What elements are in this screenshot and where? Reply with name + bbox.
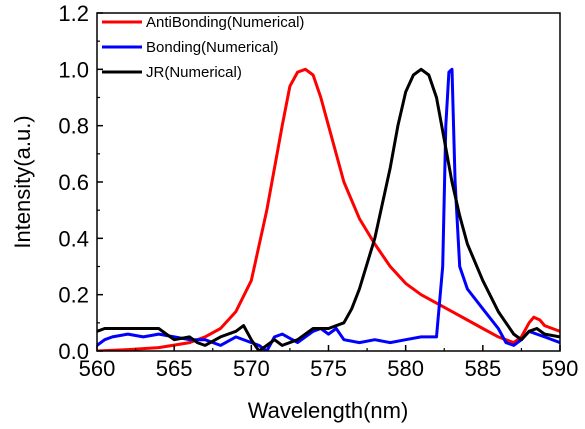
y-tick-label: 0.8: [58, 114, 89, 139]
y-axis-title: Intensity(a.u.): [10, 115, 35, 248]
plot-area: [97, 67, 560, 351]
series-line-1: [97, 67, 560, 351]
y-tick-label: 0.0: [58, 339, 89, 364]
legend-label: Bonding(Numerical): [146, 39, 279, 56]
legend-label: AntiBonding(Numerical): [146, 14, 304, 31]
series-line-0: [97, 67, 560, 351]
x-tick-label: 570: [233, 356, 270, 381]
y-tick-label: 0.6: [58, 170, 89, 195]
axes: 560 565 570 575 580 585 590 0.0 0.2 0.4 0.6 0.8 1.0 1…: [58, 1, 578, 381]
series-line-2: [97, 67, 560, 351]
x-tick-label: 560: [79, 356, 116, 381]
x-tick-label: 565: [156, 356, 193, 381]
x-tick-label: 585: [464, 356, 501, 381]
x-tick-label: 590: [542, 356, 579, 381]
y-tick-label: 0.4: [58, 226, 89, 251]
y-tick-label: 0.2: [58, 283, 89, 308]
x-axis-title: Wavelength(nm): [248, 398, 409, 423]
legend: AntiBonding(Numerical) Bonding(Numerical)…: [102, 14, 304, 81]
legend-label: JR(Numerical): [146, 64, 242, 81]
y-tick-label: 1.2: [58, 1, 89, 26]
y-tick-label: 1.0: [58, 57, 89, 82]
x-tick-label: 580: [387, 356, 424, 381]
x-tick-label: 575: [310, 356, 347, 381]
